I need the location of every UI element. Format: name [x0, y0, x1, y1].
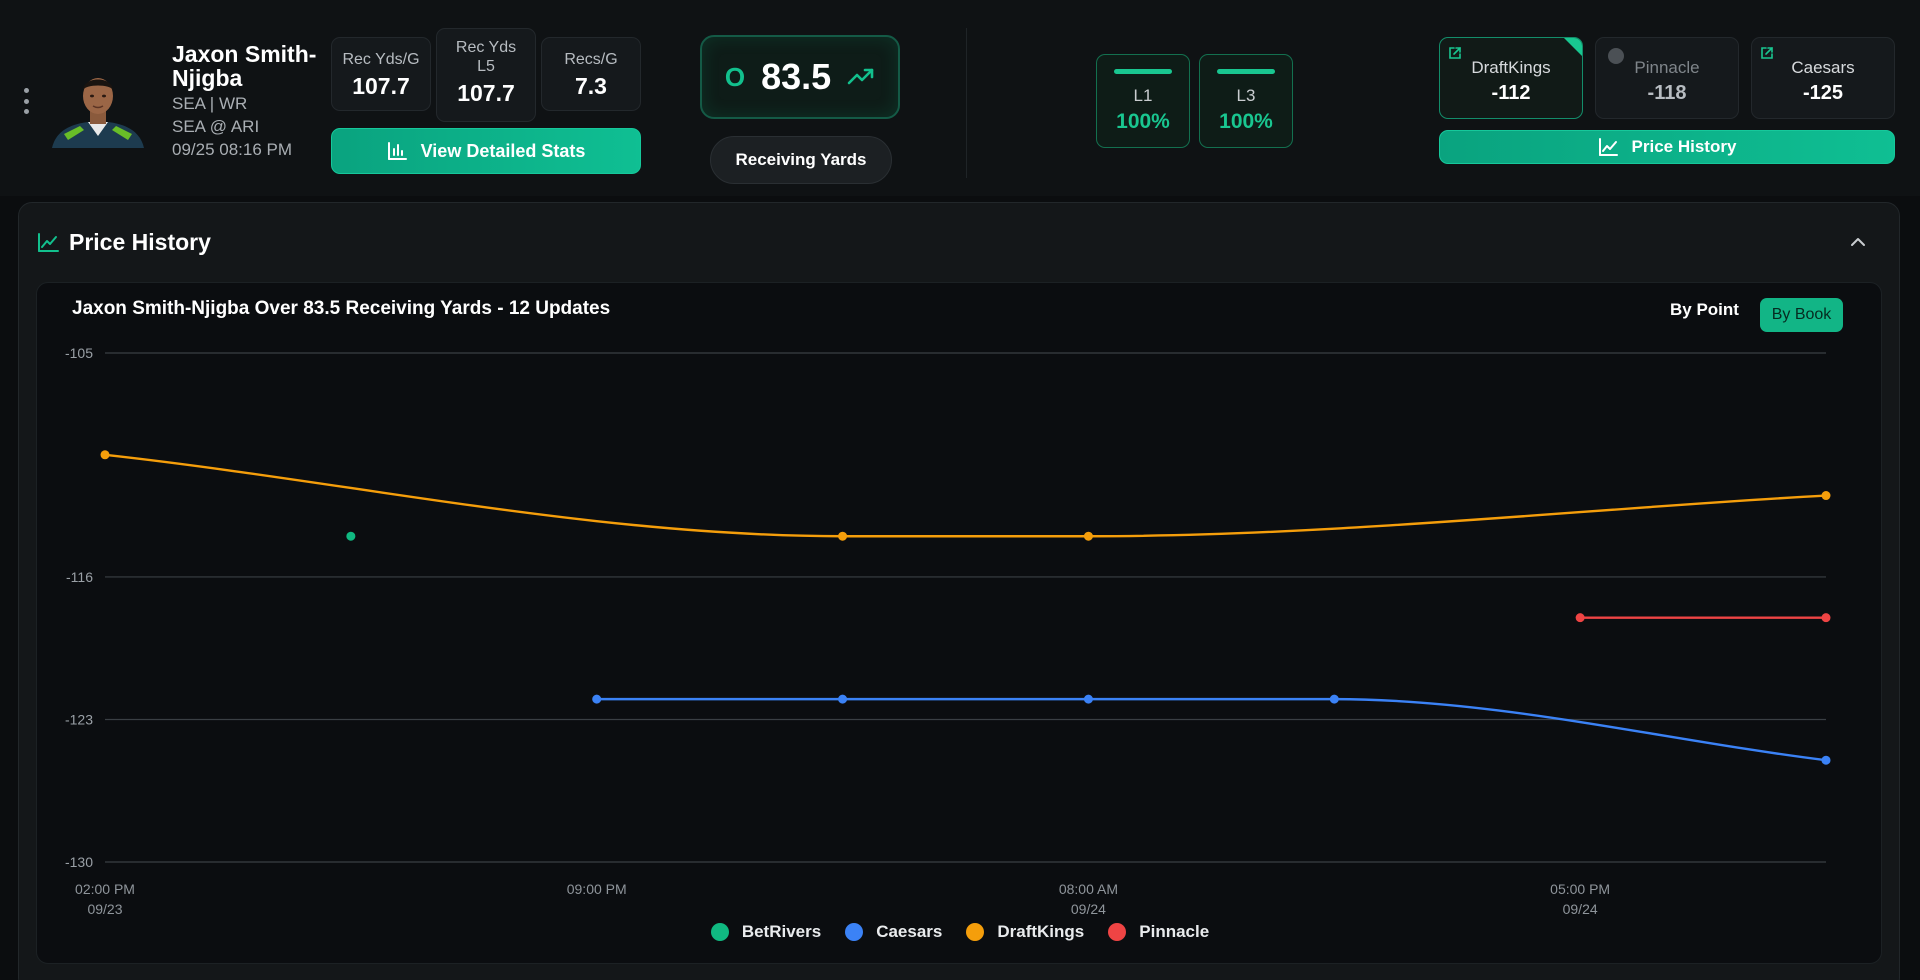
stat-value: 107.7 — [457, 80, 515, 106]
book-name: DraftKings — [1471, 58, 1551, 77]
legend-item-caesars[interactable]: Caesars — [845, 922, 942, 942]
hit-rate-bar — [1114, 69, 1172, 74]
book-price: -125 — [1802, 82, 1844, 104]
book-logo-icon — [1608, 48, 1624, 64]
legend-swatch — [845, 923, 864, 941]
data-point-betrivers — [346, 531, 356, 541]
player-header: Jaxon Smith-Njigba SEA | WR SEA @ ARI 09… — [0, 0, 1920, 196]
legend-item-draftkings[interactable]: DraftKings — [966, 922, 1084, 942]
price-history-button[interactable]: Price History — [1439, 130, 1895, 164]
hit-rate-bar — [1217, 69, 1275, 74]
legend-swatch — [1108, 923, 1127, 941]
hit-rate-label: L1 — [1133, 86, 1153, 105]
legend-label: BetRivers — [741, 922, 822, 941]
stat-value: 7.3 — [575, 73, 607, 99]
data-point-draftkings — [838, 531, 848, 541]
hit-rate-l3: L3 100% — [1199, 54, 1293, 148]
line-display: O 83.5 — [700, 35, 900, 119]
legend-label: Caesars — [876, 922, 943, 941]
book-name: Caesars — [1791, 58, 1855, 77]
x-tick-label: 09:00 PM — [567, 881, 627, 897]
series-line-caesars — [596, 697, 1827, 762]
external-link-icon — [1761, 47, 1773, 59]
x-tick-date: 09/23 — [87, 901, 122, 917]
legend-swatch — [710, 923, 729, 941]
line-number: 83.5 — [761, 56, 832, 97]
by-book-toggle[interactable]: By Book — [1760, 298, 1843, 332]
y-tick-label: -123 — [65, 711, 93, 727]
stat-rec-yds-last-5: Rec Yds L5 107.7 — [436, 28, 536, 122]
x-tick-date: 09/24 — [1563, 901, 1598, 917]
divider — [966, 28, 967, 178]
book-pinnacle[interactable]: Pinnacle -118 — [1595, 37, 1739, 119]
line-chart-icon — [1598, 138, 1618, 156]
game-matchup: SEA @ ARI — [172, 117, 260, 136]
data-point-pinnacle — [1821, 613, 1831, 623]
data-point-draftkings — [1821, 491, 1831, 501]
book-draftkings[interactable]: DraftKings -112 — [1439, 37, 1583, 119]
x-tick-date: 09/24 — [1071, 901, 1106, 917]
y-tick-label: -130 — [65, 854, 93, 870]
hit-rate-label: L3 — [1236, 86, 1256, 105]
stat-label: Rec Yds/G — [342, 51, 420, 68]
hit-rate-l1: L1 100% — [1096, 54, 1190, 148]
stat-rec-yds-per-game: Rec Yds/G 107.7 — [331, 37, 431, 111]
trending-up-icon — [847, 68, 874, 85]
button-label: View Detailed Stats — [420, 140, 586, 161]
legend-item-pinnacle[interactable]: Pinnacle — [1108, 922, 1209, 942]
external-link-icon — [1449, 47, 1461, 59]
book-name: Pinnacle — [1634, 58, 1700, 77]
market-pill[interactable]: Receiving Yards — [710, 136, 892, 184]
series-line-draftkings — [104, 453, 1827, 538]
stat-value: 107.7 — [352, 73, 410, 99]
stat-label: Recs/G — [564, 51, 618, 68]
x-tick-label: 05:00 PM — [1550, 881, 1610, 897]
data-point-pinnacle — [1575, 613, 1585, 623]
book-price: -112 — [1491, 82, 1531, 104]
data-point-draftkings — [1083, 531, 1093, 541]
legend-label: DraftKings — [997, 922, 1085, 941]
legend-label: Pinnacle — [1139, 922, 1210, 941]
chart-card — [36, 282, 1882, 964]
hit-rate-value: 100% — [1219, 110, 1273, 133]
panel-title: Price History — [69, 229, 211, 255]
data-point-caesars — [838, 694, 848, 704]
best-price-marker — [1564, 38, 1582, 56]
x-tick-label: 08:00 AM — [1059, 881, 1118, 897]
game-datetime: 09/25 08:16 PM — [172, 140, 293, 159]
stat-recs-per-game: Recs/G 7.3 — [541, 37, 641, 111]
chart-title: Jaxon Smith-Njigba Over 83.5 Receiving Y… — [72, 298, 611, 319]
button-label: Price History — [1631, 137, 1737, 156]
y-tick-label: -105 — [65, 345, 93, 361]
x-tick-label: 02:00 PM — [75, 881, 135, 897]
legend-swatch — [966, 923, 985, 941]
avatar — [50, 70, 146, 148]
by-point-toggle[interactable]: By Point — [1670, 300, 1739, 319]
stat-label: Rec Yds L5 — [455, 39, 517, 75]
line-chart-icon — [38, 233, 59, 252]
chart-legend: BetRivers Caesars DraftKings Pinnacle — [0, 922, 1920, 942]
data-point-caesars — [1821, 755, 1831, 765]
more-options-icon[interactable] — [22, 88, 30, 114]
hit-rate-value: 100% — [1116, 110, 1170, 133]
book-caesars[interactable]: Caesars -125 — [1751, 37, 1895, 119]
view-detailed-stats-button[interactable]: View Detailed Stats — [331, 128, 641, 174]
over-under-indicator: O — [724, 61, 746, 92]
player-name: Jaxon Smith-Njigba — [172, 41, 317, 91]
data-point-caesars — [592, 694, 602, 704]
player-team-position: SEA | WR — [172, 94, 248, 113]
data-point-draftkings — [100, 450, 110, 460]
y-tick-label: -116 — [66, 569, 93, 585]
data-point-caesars — [1083, 694, 1093, 704]
chevron-up-icon[interactable] — [1847, 231, 1869, 253]
bar-chart-icon — [387, 142, 407, 160]
book-price: -118 — [1647, 82, 1687, 104]
data-point-caesars — [1329, 694, 1339, 704]
legend-item-betrivers[interactable]: BetRivers — [710, 922, 822, 942]
